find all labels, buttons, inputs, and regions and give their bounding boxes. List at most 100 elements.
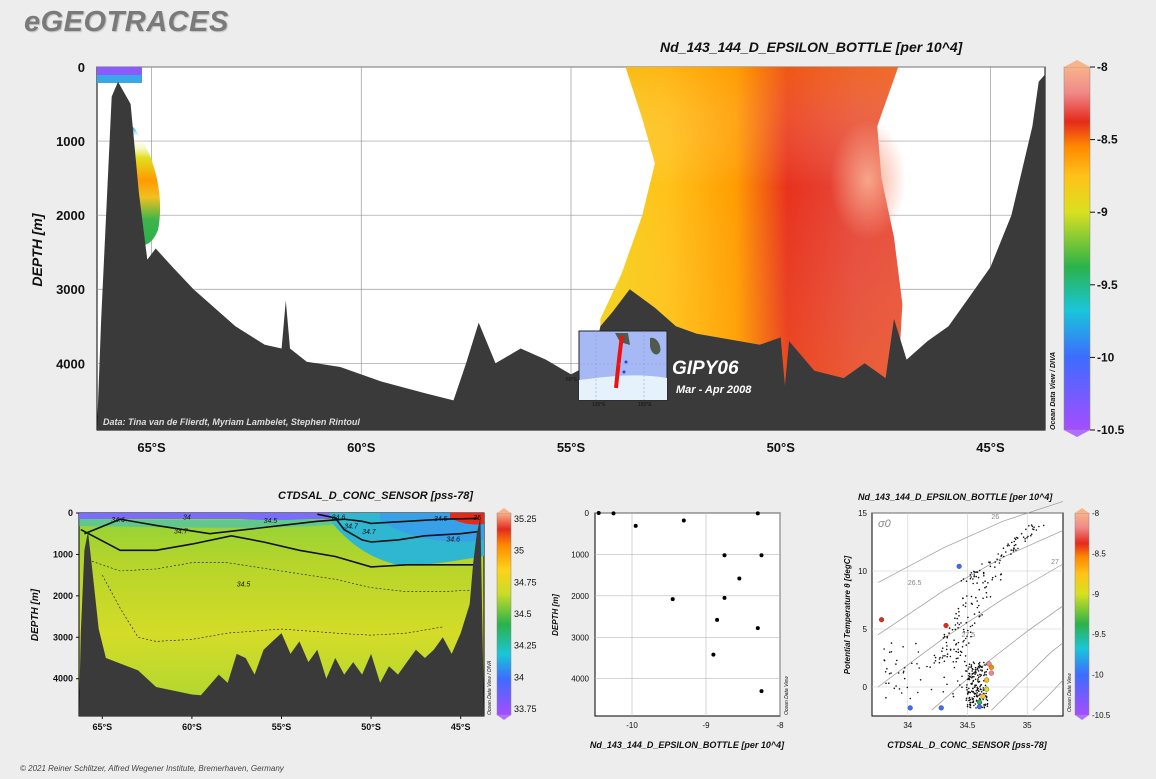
inset-map: 120°E 150°E 60°S bbox=[566, 330, 668, 408]
ts-cloud-point bbox=[1027, 535, 1029, 538]
ts-cloud-point bbox=[1010, 553, 1012, 555]
ts-cloud-point bbox=[965, 644, 968, 646]
ts-cloud-point bbox=[883, 659, 885, 661]
ts-cloud-point bbox=[971, 673, 973, 675]
ts-cloud-point bbox=[973, 662, 976, 665]
ts-cloud-point bbox=[886, 668, 888, 670]
ts-cloud-point bbox=[968, 663, 971, 665]
ts-cloud-point bbox=[933, 654, 936, 657]
ts-cloud-point bbox=[969, 691, 972, 694]
salinity-colorbar-tick-label: 34.75 bbox=[514, 577, 537, 587]
cruise-dates: Mar - Apr 2008 bbox=[676, 384, 752, 396]
main-chart-title: Nd_143_144_D_EPSILON_BOTTLE [per 10^4] bbox=[660, 39, 964, 55]
ts-cloud-point bbox=[972, 698, 975, 700]
ts-cloud-point bbox=[978, 666, 981, 668]
ts-cloud-point bbox=[956, 622, 959, 624]
main-colorbar-label: Ocean Data View / DIVA bbox=[1050, 352, 1057, 430]
main-y-tick-label: 4000 bbox=[56, 356, 85, 371]
ts-cloud-point bbox=[999, 579, 1002, 581]
ts-cloud-point bbox=[965, 621, 968, 624]
ts-x-tick-label: 35 bbox=[1023, 721, 1032, 730]
ts-cloud-point bbox=[983, 673, 986, 675]
ts-cloud-point bbox=[978, 662, 980, 665]
profile-point bbox=[722, 595, 727, 600]
ts-cloud-point bbox=[977, 670, 980, 672]
ts-cloud-point bbox=[971, 677, 973, 679]
ts-cloud-point bbox=[1005, 551, 1007, 553]
ts-cloud-point bbox=[966, 635, 968, 638]
main-x-tick-label: 55°S bbox=[557, 440, 586, 455]
ts-cloud-point bbox=[954, 624, 957, 626]
ts-cloud-point bbox=[893, 687, 896, 690]
main-colorbar-tick-label: -9 bbox=[1097, 205, 1108, 219]
ts-cloud-point bbox=[974, 668, 977, 671]
ts-cloud-point bbox=[962, 578, 965, 580]
ts-cloud-point bbox=[979, 669, 982, 671]
ts-cloud-point bbox=[984, 580, 986, 582]
ts-cloud-point bbox=[961, 646, 964, 648]
salinity-x-tick-label: 55°S bbox=[272, 722, 292, 732]
ts-cloud-point bbox=[943, 635, 946, 638]
ts-cloud-point bbox=[971, 675, 974, 678]
profile-x-tick-label: -8 bbox=[776, 721, 784, 730]
inset-map-landmass bbox=[615, 333, 661, 355]
profile-point bbox=[611, 511, 616, 516]
ts-cloud-point bbox=[956, 680, 959, 682]
salinity-section-plot: 65°S 60°S 55°S 50°S 45°S 0 1000 2000 3000 4000 34… bbox=[30, 490, 537, 732]
ts-y-tick-label: 15 bbox=[858, 509, 867, 518]
ts-cloud-point bbox=[976, 571, 979, 574]
main-y-tick-label: 1000 bbox=[56, 134, 85, 149]
profile-x-axis-label: Nd_143_144_D_EPSILON_BOTTLE [per 10^4] bbox=[590, 740, 785, 750]
ts-cloud-point bbox=[965, 602, 967, 604]
salinity-contour-label: 34.6 bbox=[446, 537, 460, 544]
main-colorbar-tick-label: -9.5 bbox=[1097, 278, 1118, 292]
ts-cloud-point bbox=[977, 676, 980, 679]
ts-cloud-point bbox=[976, 600, 978, 602]
ts-cloud-point bbox=[917, 691, 919, 694]
ts-cloud-point bbox=[960, 580, 963, 582]
ts-colored-point bbox=[956, 563, 962, 569]
ts-cloud-point bbox=[902, 670, 905, 673]
ts-cloud-point bbox=[979, 685, 981, 688]
ts-cloud-point bbox=[1002, 547, 1005, 549]
ts-cloud-point bbox=[976, 668, 978, 671]
ts-cloud-point bbox=[974, 686, 976, 688]
profile-y-tick-label: 0 bbox=[585, 509, 590, 518]
ts-cloud-point bbox=[971, 624, 974, 627]
ts-isopycnals: 26 26.5 27 27.5 bbox=[877, 501, 1064, 711]
profile-point bbox=[715, 617, 720, 622]
ts-x-tick-label: 34.5 bbox=[960, 721, 976, 730]
ts-cloud-point bbox=[957, 627, 959, 629]
ts-cloud-point bbox=[983, 704, 985, 706]
ts-cloud-point bbox=[941, 647, 944, 649]
ts-cloud-point bbox=[959, 650, 962, 653]
ts-cloud-point bbox=[968, 642, 970, 644]
main-x-tick-label: 50°S bbox=[767, 440, 796, 455]
ts-cloud-point bbox=[958, 615, 960, 617]
ts-cloud-point bbox=[973, 575, 975, 578]
ts-cloud-point bbox=[979, 673, 981, 676]
ts-cloud-point bbox=[965, 637, 967, 640]
ts-cloud-point bbox=[964, 655, 967, 657]
salinity-contour-label: 34.5 bbox=[237, 581, 251, 588]
ts-cloud-point bbox=[1033, 526, 1035, 529]
ts-y-tick-label: 10 bbox=[858, 567, 867, 576]
ts-cloud-point bbox=[954, 628, 957, 631]
ts-cloud-point bbox=[902, 646, 904, 648]
ts-cloud-point bbox=[930, 688, 933, 691]
profile-scatter-plot: -10 -9 -8 0 1000 2000 3000 4000 Nd_143_144_D_EP… bbox=[551, 509, 790, 750]
ts-cloud-point bbox=[965, 670, 967, 672]
ts-cloud-point bbox=[977, 689, 979, 692]
ts-colored-point bbox=[988, 670, 994, 676]
ts-isopycnal bbox=[877, 530, 1064, 636]
salinity-colorbar-tick-label: 35.25 bbox=[514, 514, 537, 524]
ts-cloud-point bbox=[1030, 524, 1033, 526]
ts-cloud-point bbox=[890, 651, 893, 653]
ts-cloud-point bbox=[909, 697, 912, 700]
profile-point bbox=[596, 511, 601, 515]
ts-cloud-point bbox=[962, 597, 964, 600]
ts-cloud-point bbox=[1017, 547, 1019, 550]
salinity-contour-labels: 34.6 34 34.7 34.5 34.6 34.7 34.5 34.7 34.6 35 34.5 bbox=[111, 514, 481, 588]
ts-cloud-point bbox=[1012, 550, 1015, 552]
